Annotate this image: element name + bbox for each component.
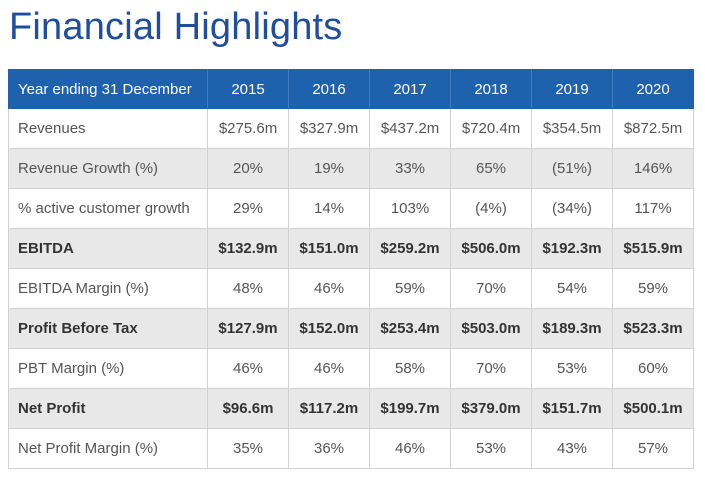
cell-value: 48%: [207, 268, 289, 309]
cell-value: 65%: [450, 148, 532, 189]
cell-value: 14%: [288, 188, 370, 229]
cell-value: $327.9m: [288, 108, 370, 149]
table-row-pbt-margin: PBT Margin (%) 46% 46% 58% 70% 53% 60%: [8, 348, 694, 389]
cell-value: 20%: [207, 148, 289, 189]
header-year: 2020: [612, 69, 694, 109]
cell-value: (51%): [531, 148, 613, 189]
cell-value: $96.6m: [207, 388, 289, 429]
cell-value: 46%: [207, 348, 289, 389]
cell-value: 59%: [612, 268, 694, 309]
cell-value: $259.2m: [369, 228, 451, 269]
header-year: 2019: [531, 69, 613, 109]
table-row-revenues: Revenues $275.6m $327.9m $437.2m $720.4m…: [8, 108, 694, 149]
table-row-revenue-growth: Revenue Growth (%) 20% 19% 33% 65% (51%)…: [8, 148, 694, 189]
cell-value: $354.5m: [531, 108, 613, 149]
table-header-row: Year ending 31 December 2015 2016 2017 2…: [8, 69, 694, 109]
cell-value: $523.3m: [612, 308, 694, 349]
header-year: 2017: [369, 69, 451, 109]
cell-value: $189.3m: [531, 308, 613, 349]
financial-highlights-table: Year ending 31 December 2015 2016 2017 2…: [8, 69, 694, 469]
row-label: Revenue Growth (%): [8, 148, 208, 189]
cell-value: $117.2m: [288, 388, 370, 429]
cell-value: $132.9m: [207, 228, 289, 269]
cell-value: 46%: [369, 428, 451, 469]
row-label: Revenues: [8, 108, 208, 149]
table-row-net-profit-margin: Net Profit Margin (%) 35% 36% 46% 53% 43…: [8, 428, 694, 469]
row-label: Net Profit Margin (%): [8, 428, 208, 469]
cell-value: (4%): [450, 188, 532, 229]
cell-value: $437.2m: [369, 108, 451, 149]
row-label: PBT Margin (%): [8, 348, 208, 389]
cell-value: 46%: [288, 268, 370, 309]
cell-value: $506.0m: [450, 228, 532, 269]
row-label: % active customer growth: [8, 188, 208, 229]
cell-value: 146%: [612, 148, 694, 189]
header-year: 2018: [450, 69, 532, 109]
header-year: 2015: [207, 69, 289, 109]
cell-value: (34%): [531, 188, 613, 229]
cell-value: 29%: [207, 188, 289, 229]
table-row-ebitda-margin: EBITDA Margin (%) 48% 46% 59% 70% 54% 59…: [8, 268, 694, 309]
cell-value: $192.3m: [531, 228, 613, 269]
cell-value: $379.0m: [450, 388, 532, 429]
cell-value: 46%: [288, 348, 370, 389]
cell-value: 36%: [288, 428, 370, 469]
row-label: EBITDA Margin (%): [8, 268, 208, 309]
cell-value: 43%: [531, 428, 613, 469]
header-year: 2016: [288, 69, 370, 109]
cell-value: $275.6m: [207, 108, 289, 149]
cell-value: $253.4m: [369, 308, 451, 349]
cell-value: $720.4m: [450, 108, 532, 149]
cell-value: 54%: [531, 268, 613, 309]
cell-value: $127.9m: [207, 308, 289, 349]
header-label: Year ending 31 December: [8, 69, 208, 109]
cell-value: 19%: [288, 148, 370, 189]
row-label: Net Profit: [8, 388, 208, 429]
cell-value: 57%: [612, 428, 694, 469]
cell-value: 60%: [612, 348, 694, 389]
cell-value: 35%: [207, 428, 289, 469]
row-label: EBITDA: [8, 228, 208, 269]
cell-value: 53%: [531, 348, 613, 389]
table-row-profit-before-tax: Profit Before Tax $127.9m $152.0m $253.4…: [8, 308, 694, 349]
cell-value: 59%: [369, 268, 451, 309]
cell-value: 117%: [612, 188, 694, 229]
cell-value: 70%: [450, 348, 532, 389]
cell-value: 70%: [450, 268, 532, 309]
cell-value: $872.5m: [612, 108, 694, 149]
cell-value: 58%: [369, 348, 451, 389]
cell-value: $151.7m: [531, 388, 613, 429]
page-title: Financial Highlights: [9, 6, 343, 48]
cell-value: 53%: [450, 428, 532, 469]
table-row-net-profit: Net Profit $96.6m $117.2m $199.7m $379.0…: [8, 388, 694, 429]
cell-value: $503.0m: [450, 308, 532, 349]
cell-value: $515.9m: [612, 228, 694, 269]
cell-value: $152.0m: [288, 308, 370, 349]
table-row-active-customer-growth: % active customer growth 29% 14% 103% (4…: [8, 188, 694, 229]
cell-value: $199.7m: [369, 388, 451, 429]
row-label: Profit Before Tax: [8, 308, 208, 349]
table-row-ebitda: EBITDA $132.9m $151.0m $259.2m $506.0m $…: [8, 228, 694, 269]
cell-value: $151.0m: [288, 228, 370, 269]
cell-value: $500.1m: [612, 388, 694, 429]
cell-value: 103%: [369, 188, 451, 229]
cell-value: 33%: [369, 148, 451, 189]
